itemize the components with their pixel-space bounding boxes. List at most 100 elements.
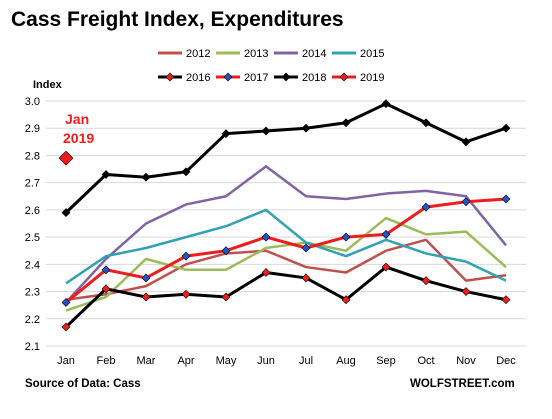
y-tick-label: 3.0: [25, 96, 40, 108]
data-point-2017-Nov: [461, 197, 471, 207]
data-point-2017-Jan: [61, 298, 71, 307]
x-tick-label: Mar: [137, 355, 156, 367]
legend-label: 2014: [302, 48, 326, 60]
y-tick-labels: 2.1 2.2 2.3 2.4 2.5 2.6 2.7 2.8 2.9 3.0: [25, 96, 40, 353]
legend-marker: [281, 72, 291, 82]
series-2012: [65, 238, 507, 301]
series-2019: [58, 150, 74, 166]
series-line-2015: [65, 208, 507, 285]
data-point-2017-Jul: [301, 243, 311, 253]
series-2016: [61, 262, 511, 332]
data-point-2016-Oct: [421, 276, 431, 286]
data-point-2016-May: [221, 292, 231, 302]
data-point-2019-Jan: [58, 150, 74, 166]
series-2014: [65, 165, 507, 304]
data-point-2016-Aug: [341, 295, 351, 305]
series-line-2013: [65, 216, 507, 312]
legend-label: 2018: [302, 72, 326, 84]
data-point-2017-Apr: [181, 251, 191, 261]
legend-marker: [223, 72, 233, 82]
legend-item-2012: 2012: [158, 48, 210, 60]
y-tick-label: 2.6: [25, 205, 40, 217]
data-point-2016-Nov: [461, 287, 471, 296]
chart-title: Cass Freight Index, Expenditures: [11, 8, 344, 31]
data-point-2018-Jun: [261, 126, 271, 136]
legend-marker: [165, 72, 175, 82]
annotation-line2: 2019: [63, 130, 94, 146]
legend-item-2014: 2014: [274, 48, 326, 60]
x-tick-label: Aug: [336, 355, 356, 367]
y-tick-label: 2.8: [25, 150, 40, 162]
data-point-2016-Dec: [501, 295, 511, 305]
data-point-2016-Jan: [61, 322, 71, 332]
data-point-2017-Oct: [421, 202, 431, 212]
legend-label: 2013: [244, 48, 268, 60]
x-tick-label: Jan: [57, 355, 75, 367]
data-point-2018-Mar: [141, 172, 151, 182]
series-2017: [61, 194, 511, 307]
data-point-2016-Apr: [181, 289, 191, 299]
data-point-2017-Feb: [101, 265, 111, 275]
source-note: Source of Data: Cass: [25, 378, 141, 390]
data-point-2018-May: [221, 129, 231, 139]
data-point-2018-Apr: [181, 167, 191, 177]
y-tick-label: 2.4: [25, 259, 40, 271]
x-tick-label: Jun: [257, 355, 275, 367]
x-tick-label: Sep: [376, 355, 396, 367]
credit-note: WOLFSTREET.com: [410, 378, 515, 390]
legend-label: 2015: [360, 48, 384, 60]
data-point-2016-Jun: [261, 268, 271, 277]
legend-marker: [339, 72, 349, 82]
legend-item-2018: 2018: [274, 72, 326, 84]
legend-item-2013: 2013: [216, 48, 268, 60]
x-tick-label: Oct: [417, 355, 434, 367]
data-point-2017-Sep: [381, 229, 391, 239]
series-lines: [58, 99, 511, 332]
data-point-2017-Aug: [341, 232, 351, 242]
legend: 2012 2013 2014 2015 2016 2017 2018 2019: [158, 48, 384, 84]
x-tick-labels: Jan Feb Mar Apr May Jun Jul Aug Sep Oct Nov Dec: [57, 355, 516, 367]
y-tick-label: 2.7: [25, 178, 40, 190]
legend-label: 2016: [186, 72, 210, 84]
legend-label: 2012: [186, 48, 210, 60]
series-line-2014: [65, 165, 507, 304]
data-point-2016-Sep: [381, 262, 391, 272]
y-tick-label: 2.3: [25, 287, 40, 299]
legend-item-2019: 2019: [332, 72, 384, 84]
data-point-2016-Feb: [101, 284, 111, 294]
legend-item-2015: 2015: [332, 48, 384, 60]
data-point-2016-Jul: [301, 273, 311, 283]
data-point-2018-Aug: [341, 118, 351, 128]
y-tick-label: 2.1: [25, 341, 40, 353]
y-tick-label: 2.5: [25, 232, 40, 244]
y-tick-label: 2.2: [25, 314, 40, 326]
legend-label: 2019: [360, 72, 384, 84]
data-point-2018-Nov: [461, 137, 471, 147]
series-line-2012: [65, 238, 507, 301]
series-line-2016: [64, 265, 507, 329]
legend-label: 2017: [244, 72, 268, 84]
series-2018: [61, 99, 511, 218]
y-tick-label: 2.9: [25, 123, 40, 135]
data-point-2017-Dec: [501, 194, 511, 204]
annotation-line1: Jan: [65, 111, 89, 127]
y-axis-label: Index: [33, 79, 63, 91]
data-point-2018-Dec: [501, 123, 511, 133]
legend-item-2016: 2016: [158, 72, 210, 84]
x-tick-label: Jul: [299, 355, 313, 367]
data-point-2017-Jun: [261, 232, 271, 242]
x-tick-label: Dec: [496, 355, 516, 367]
legend-item-2017: 2017: [216, 72, 268, 84]
data-point-2018-Sep: [381, 99, 391, 109]
x-tick-label: Feb: [97, 355, 116, 367]
series-line-2018: [64, 102, 507, 214]
x-tick-label: May: [216, 355, 237, 367]
annotation: Jan 2019: [63, 111, 94, 146]
data-point-2016-Mar: [141, 292, 151, 302]
data-point-2018-Jan: [61, 208, 71, 218]
data-point-2018-Oct: [421, 118, 431, 128]
x-tick-label: Apr: [177, 355, 194, 367]
series-2013: [65, 216, 507, 312]
data-point-2018-Feb: [101, 170, 111, 179]
